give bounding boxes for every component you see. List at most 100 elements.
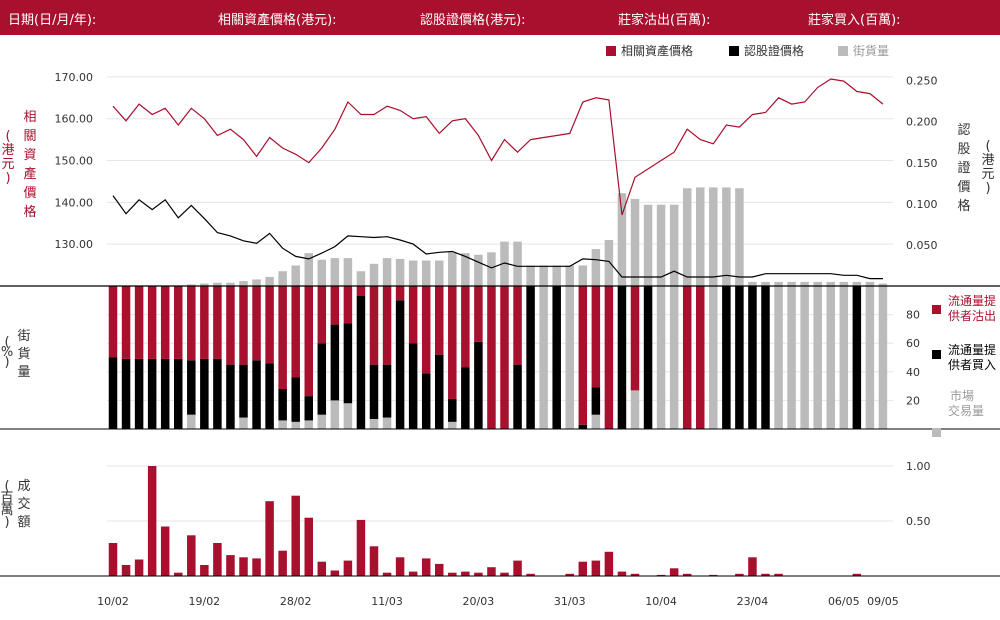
outstanding-bar	[252, 279, 261, 286]
outstanding-bar	[565, 265, 574, 286]
gridlines	[107, 76, 893, 522]
market-bar	[382, 417, 392, 429]
lp-buy-bar	[200, 358, 209, 429]
left-bot-unit: (百萬)	[0, 479, 13, 530]
tick-label-mid: 60	[906, 337, 920, 350]
header-underlying-price-label: 相關資產價格(港元):	[218, 13, 337, 28]
turnover-bar	[500, 572, 509, 576]
lp-buy-bar	[395, 300, 405, 429]
tick-label-mid: 20	[906, 394, 920, 407]
outstanding-bar	[591, 249, 601, 286]
market-bar	[656, 286, 666, 429]
outstanding-bar	[408, 260, 418, 286]
lp-buy-bar	[435, 354, 444, 429]
turnover-bar	[291, 495, 300, 576]
x-tick-label: 31/03	[554, 595, 586, 608]
lp-buy-bar	[108, 357, 118, 429]
tick-label-mid: 40	[906, 366, 920, 379]
outstanding-bar	[291, 265, 300, 286]
lp-buy-bar	[213, 358, 222, 429]
turnover-bar	[656, 574, 666, 576]
lp-buy-bar	[239, 364, 248, 418]
axis-title-char: 貨	[17, 346, 30, 362]
legend-lp-sell: 流通量提供者沽出	[948, 293, 996, 323]
price-lines	[112, 78, 884, 280]
lp-sell-bar	[369, 286, 379, 365]
tick-label-left-top: 150.00	[55, 155, 94, 168]
outstanding-bar	[382, 258, 392, 286]
lp-sell-bar	[682, 286, 692, 429]
axis-title-char: 交	[17, 496, 30, 512]
lp-sell-bar	[513, 286, 522, 365]
axis-title-char: (	[4, 479, 9, 494]
outstanding-bar	[513, 241, 522, 286]
tick-label-right-top: 0.200	[906, 116, 938, 129]
lp-buy-bar	[147, 358, 157, 429]
outstanding-bar	[630, 198, 640, 286]
outstanding-bar	[682, 188, 692, 286]
turnover-bar	[421, 558, 431, 576]
outstanding-bar	[395, 258, 405, 286]
left-top-unit: (港元)	[1, 129, 14, 186]
outstanding-bar	[278, 271, 287, 286]
turnover-bar	[735, 573, 744, 576]
market-bar	[709, 286, 718, 429]
axis-title-char: 元	[1, 157, 14, 172]
tick-label-left-top: 140.00	[55, 196, 94, 209]
lp-sell-bar	[226, 286, 235, 365]
tick-label-left-top: 130.00	[55, 238, 94, 251]
turnover-bars	[108, 466, 862, 576]
outstanding-bar	[800, 281, 809, 286]
outstanding-bar	[826, 281, 835, 286]
mid-legend: 流通量提供者沽出 流通量提供者買入 市場交易量	[932, 293, 996, 437]
lp-buy-bar	[761, 286, 770, 429]
tick-label-right-top: 0.050	[906, 239, 938, 252]
outstanding-bar	[604, 240, 614, 286]
market-bar	[343, 403, 353, 429]
lp-sell-bar	[591, 286, 601, 388]
legend-swatch-market	[932, 428, 941, 437]
market-bar	[813, 286, 822, 429]
turnover-bar	[317, 561, 327, 576]
market-bar	[774, 286, 783, 429]
outstanding-bar	[539, 265, 548, 286]
axis-title-char: 證	[957, 160, 970, 176]
lp-buy-bar	[722, 286, 731, 429]
outstanding-bar	[239, 281, 248, 286]
axis-title-char: 相	[23, 110, 36, 125]
lp-buy-bar	[852, 286, 862, 429]
outstanding-bar	[878, 283, 888, 286]
turnover-bar	[239, 557, 248, 576]
lp-sell-bar	[435, 286, 444, 355]
outstanding-bar	[461, 253, 470, 286]
lp-buy-bar	[748, 286, 757, 429]
warrant-price-line	[112, 195, 883, 280]
lp-sell-bar	[187, 286, 196, 361]
left-mid-unit: (%)	[1, 335, 13, 370]
turnover-bar	[160, 526, 170, 576]
lp-buy-bar	[369, 364, 379, 419]
lp-buy-bar	[291, 377, 300, 422]
turnover-bar	[774, 573, 783, 576]
legend-text-line: 流通量提	[948, 293, 996, 308]
market-bar	[330, 400, 340, 429]
lp-sell-bar	[278, 286, 287, 389]
turnover-bar	[617, 571, 627, 576]
legend-text-line: 流通量提	[948, 342, 996, 357]
x-tick-label: 28/02	[280, 595, 312, 608]
lp-sell-bar	[239, 286, 248, 365]
x-tick-label: 09/05	[867, 595, 899, 608]
lp-buy-bar	[591, 387, 601, 415]
outstanding-bar	[865, 281, 875, 286]
lp-buy-bar	[343, 323, 353, 404]
right-top-unit: (港元)	[981, 139, 994, 196]
outstanding-bar	[669, 204, 679, 286]
tick-label-right-top: 0.150	[906, 157, 938, 170]
lp-sell-bar	[160, 286, 170, 359]
lp-buy-bar	[617, 286, 627, 429]
outstanding-bar	[500, 241, 509, 286]
lp-buy-bar	[461, 367, 470, 429]
turnover-bar	[174, 572, 183, 576]
lp-buy-bar	[121, 358, 131, 429]
legend-text-line: 供者買入	[948, 358, 996, 372]
